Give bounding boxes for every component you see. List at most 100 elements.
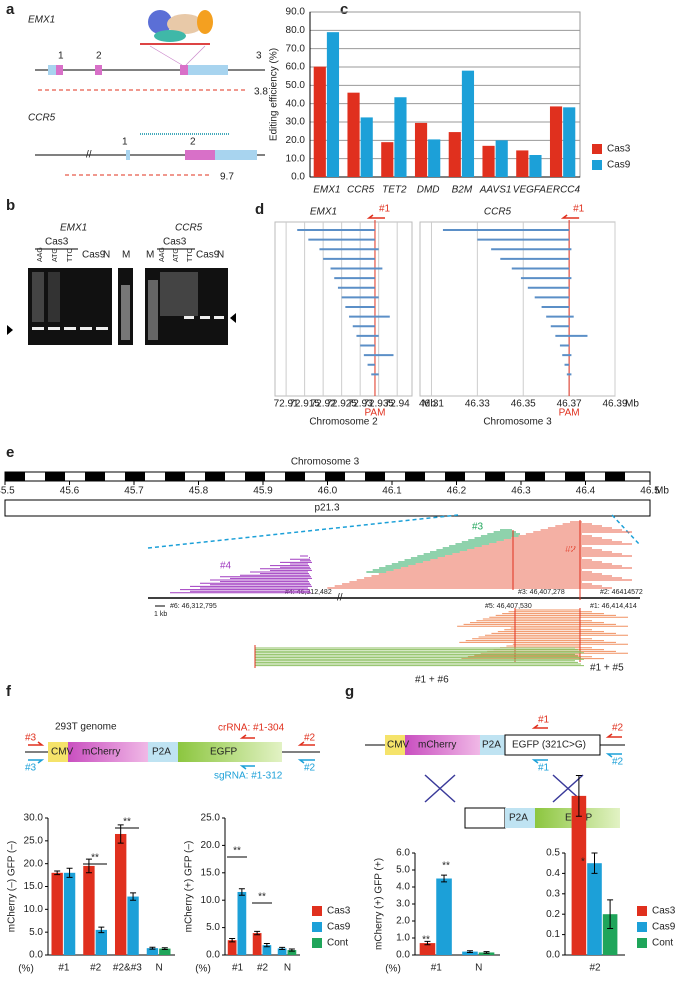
element-label: mCherry (82, 747, 120, 758)
x-tick-label: 46.35 (511, 399, 536, 410)
break-mark: // (337, 593, 343, 604)
gel-group: Cas3 (45, 237, 69, 248)
axis-unit: Mb (625, 399, 639, 410)
bar (95, 929, 108, 955)
legend-swatch (637, 922, 647, 932)
x-tick-label: #2&#3 (113, 963, 142, 974)
exon-label: 1 (122, 137, 128, 148)
y-tick-label: 10.0 (201, 895, 221, 906)
gel-band (96, 327, 108, 330)
ladder (121, 285, 130, 340)
primer-label: #1: 46,414,414 (590, 603, 637, 610)
y-tick-label: 25.0 (201, 813, 221, 824)
panel-g-diagram: CMV mCherry P2A EGFP (321C>G) #1 #2 #1 #… (365, 715, 625, 829)
illustration (197, 10, 213, 34)
error-bar (66, 867, 73, 878)
panel-f-diagram: 293T genome CMV mCherry P2A EGFP crRNA: … (25, 722, 320, 782)
site-label: #1 (379, 204, 391, 215)
x-tick-label: 72.92 (311, 399, 336, 410)
significance: ** (91, 853, 99, 864)
scale-label: 1 kb (154, 611, 167, 618)
gel-title: CCR5 (175, 223, 203, 234)
y-tick-label: 80.0 (286, 25, 306, 36)
element (385, 735, 405, 755)
arrow (297, 741, 315, 746)
primer-label: #3: 46,407,278 (518, 589, 565, 596)
y-tick-label: 30.0 (286, 117, 306, 128)
chart-title: CCR5 (484, 207, 512, 218)
x-tick-label: 46.5 (640, 486, 660, 497)
x-tick-label: 46.3 (511, 486, 531, 497)
legend-label: Cas9 (327, 922, 351, 933)
bar (602, 914, 618, 955)
gel-smear (32, 272, 44, 322)
y-tick-label: 1.0 (396, 933, 410, 944)
x-tick-label: AAVS1 (479, 185, 512, 196)
y-tick-label: 0.1 (546, 929, 560, 940)
gene-label: EMX1 (28, 15, 55, 26)
gel-band (184, 316, 194, 319)
panel-label: d (255, 201, 264, 218)
primer-label: #6: 46,312,795 (170, 603, 217, 610)
guide-label: crRNA: #1-304 (218, 723, 285, 734)
x-tick-label: #2 (589, 963, 601, 974)
exon (185, 150, 215, 160)
chromosome-band (365, 472, 385, 481)
y-tick-label: 2.0 (396, 916, 410, 927)
connector (149, 45, 183, 66)
x-tick-label: 72.935 (363, 399, 394, 410)
primer-label: #5: 46,407,530 (485, 603, 532, 610)
x-axis-label: Chromosome 3 (483, 417, 552, 428)
legend-swatch (312, 906, 322, 916)
bar (114, 833, 127, 955)
bar (462, 951, 478, 955)
y-axis-label: Editing efficiency (%) (269, 48, 280, 141)
primer-label: #2 (304, 763, 316, 774)
element-label: P2A (482, 740, 501, 751)
bar (277, 948, 287, 955)
gel-band (48, 327, 60, 330)
error-bar (254, 930, 261, 936)
y-tick-label: 3.0 (396, 899, 410, 910)
chromosome-band (165, 472, 185, 481)
plot-frame (274, 221, 413, 397)
element-label: P2A (152, 747, 171, 758)
x-tick-label: 46.0 (318, 486, 338, 497)
arrow (28, 741, 45, 746)
panel-e: Chromosome 3 p21.3 // #2 #3 #4 #4: 46,31… (0, 457, 669, 686)
lane-label: AAG (37, 247, 44, 262)
bar (159, 948, 171, 955)
legend-label: Cont (327, 938, 348, 949)
element (464, 807, 506, 829)
panel-a: EMX1 1 2 3 3.8 CCR5 // 1 2 9.7 (28, 10, 268, 183)
legend-swatch (312, 922, 322, 932)
cluster-label: #3 (472, 522, 484, 533)
significance: ** (123, 817, 131, 828)
lane-label: AAG (159, 247, 166, 262)
bar (237, 891, 247, 955)
x-tick-label: 46.33 (465, 399, 490, 410)
gel-band (80, 327, 92, 330)
chromosome-title: Chromosome 3 (291, 457, 360, 468)
cluster-label: #4 (220, 561, 232, 572)
element-label: CMV (51, 747, 74, 758)
exon (180, 65, 188, 75)
arrow (297, 759, 315, 764)
y-tick-label: 15.0 (24, 881, 44, 892)
y-tick-label: 20.0 (201, 840, 221, 851)
element (405, 735, 480, 755)
x-tick-label: 72.925 (326, 399, 357, 410)
y-tick-label: 25.0 (24, 835, 44, 846)
x-tick-label: 46.39 (602, 399, 627, 410)
arrow (239, 734, 255, 739)
y-tick-label: 90.0 (286, 7, 306, 18)
panel-label: g (345, 683, 354, 700)
pam-label: PAM (365, 408, 386, 419)
bar (448, 132, 461, 177)
arrow (605, 733, 622, 738)
y-tick-label: 0.5 (546, 848, 560, 859)
arrow (531, 759, 548, 764)
site-label: #1 (573, 204, 585, 215)
error-bar (54, 870, 61, 876)
